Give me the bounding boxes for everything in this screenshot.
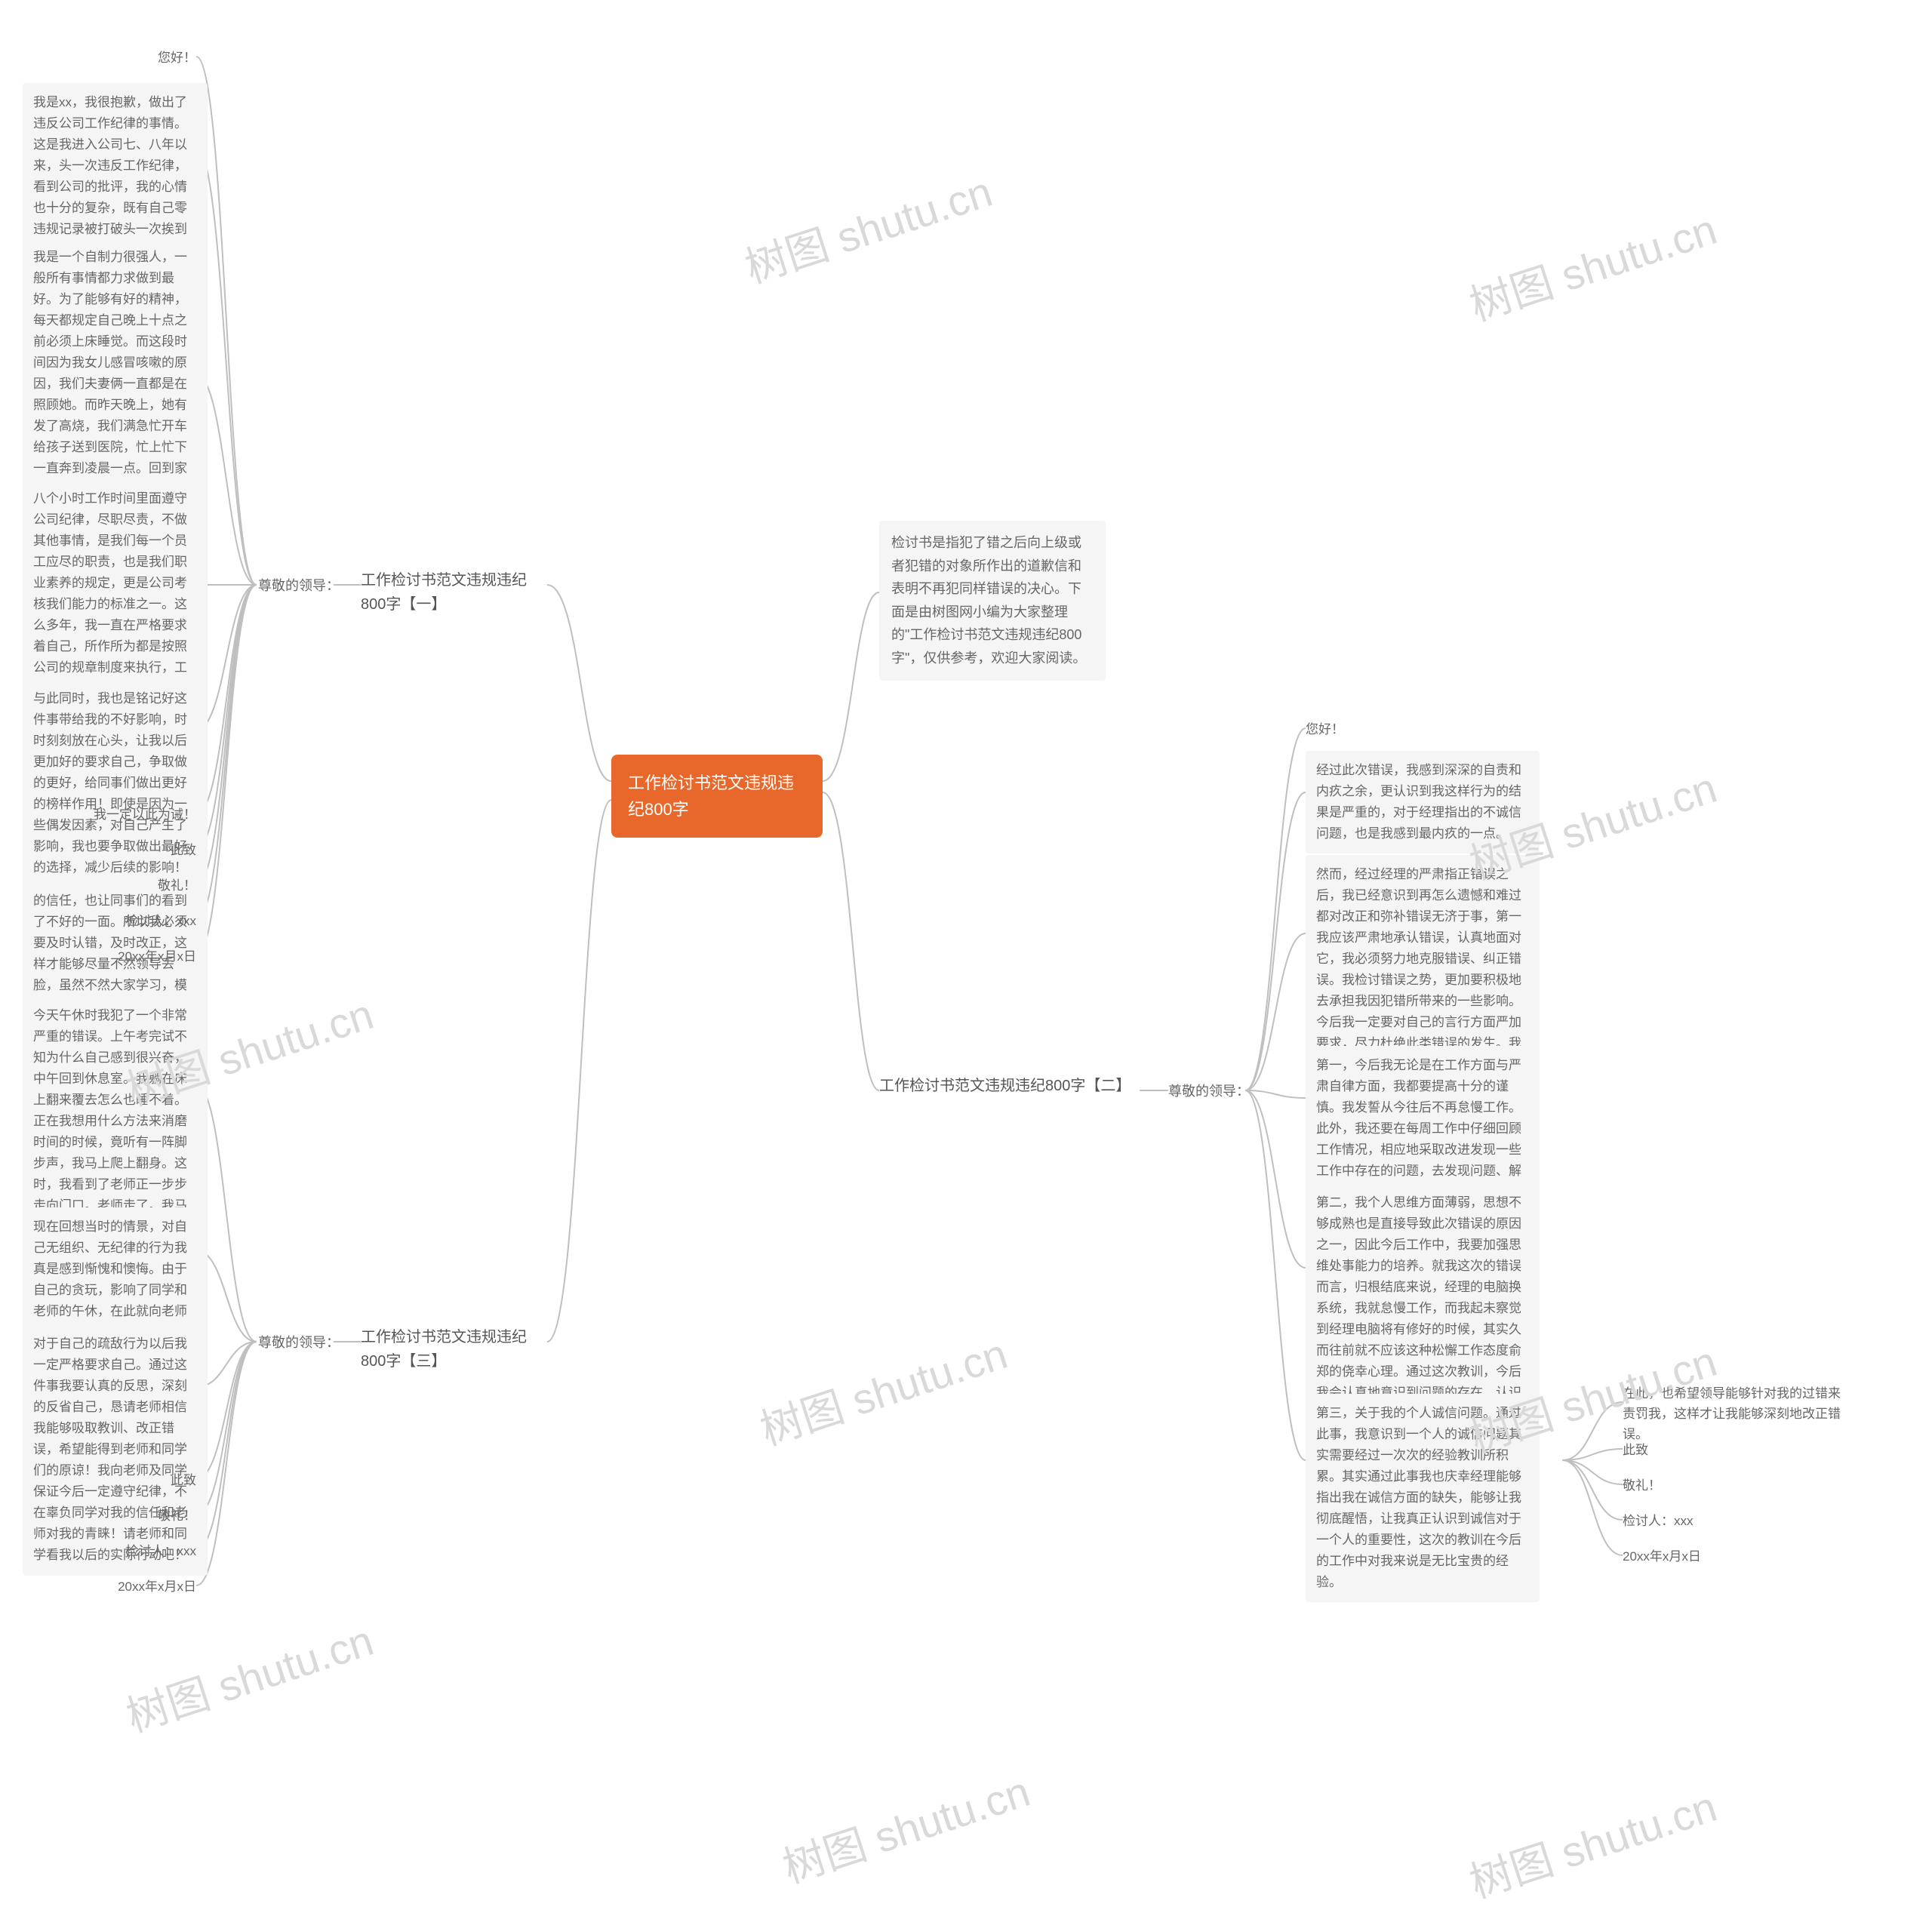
a2-p5-s4: 检讨人：xxx (1623, 1511, 1694, 1531)
root-node[interactable]: 工作检讨书范文违规违纪800字 (611, 755, 823, 838)
a2-p1: 经过此次错误，我感到深深的自责和内疚之余，更认识到我这样行为的结果是严重的，对于… (1306, 751, 1540, 853)
a2-p5-s2: 此致 (1623, 1440, 1648, 1460)
watermark: 树图 shutu.cn (1461, 1773, 1724, 1911)
a3-p4: 此致 (30, 1470, 196, 1490)
a1-p8: 检讨人：xxx (30, 911, 196, 931)
watermark: 树图 shutu.cn (752, 1321, 1014, 1458)
watermark: 树图 shutu.cn (774, 1758, 1037, 1896)
watermark: 树图 shutu.cn (118, 1607, 380, 1745)
a1-p6: 此致 (30, 840, 196, 860)
a2-p5-s5: 20xx年x月x日 (1623, 1546, 1701, 1567)
a1-p5: 我一定以此为诫！ (30, 804, 196, 825)
a2-p0: 您好！ (1306, 719, 1344, 740)
a2-p5-s1: 在此，也希望领导能够针对我的过错来责罚我，这样才让我能够深刻地改正错误。 (1623, 1383, 1849, 1445)
article1-greeting: 尊敬的领导： (258, 575, 340, 597)
article1-title[interactable]: 工作检讨书范文违规违纪800字【一】 (361, 568, 546, 617)
a3-p7: 20xx年x月x日 (30, 1576, 196, 1597)
a2-p5: 第三，关于我的个人诚信问题。通过此事，我意识到一个人的诚信问题其实需要经过一次次… (1306, 1394, 1540, 1602)
a1-p0: 您好！ (30, 48, 196, 68)
a3-p5: 敬礼！ (30, 1505, 196, 1526)
a1-p7: 敬礼！ (30, 875, 196, 896)
article3-greeting: 尊敬的领导： (258, 1332, 340, 1354)
a3-p6: 检讨人：xxx (30, 1541, 196, 1561)
connectors (0, 0, 1932, 1916)
a2-p5-s3: 敬礼！ (1623, 1475, 1661, 1496)
a3-p3: 对于自己的疏敌行为以后我一定严格要求自己。通过这件事我要认真的反思，深刻的反省自… (23, 1324, 208, 1576)
watermark: 树图 shutu.cn (737, 158, 999, 296)
article2-title[interactable]: 工作检讨书范文违规违纪800字【二】 (879, 1074, 1140, 1098)
intro-box: 检讨书是指犯了错之后向上级或者犯错的对象所作出的道歉信和表明不再犯同样错误的决心… (879, 521, 1106, 681)
watermark: 树图 shutu.cn (1461, 196, 1724, 334)
article2-greeting: 尊敬的领导： (1168, 1081, 1250, 1103)
a1-p9: 20xx年x月x日 (30, 946, 196, 967)
article3-title[interactable]: 工作检讨书范文违规违纪800字【三】 (361, 1325, 546, 1373)
